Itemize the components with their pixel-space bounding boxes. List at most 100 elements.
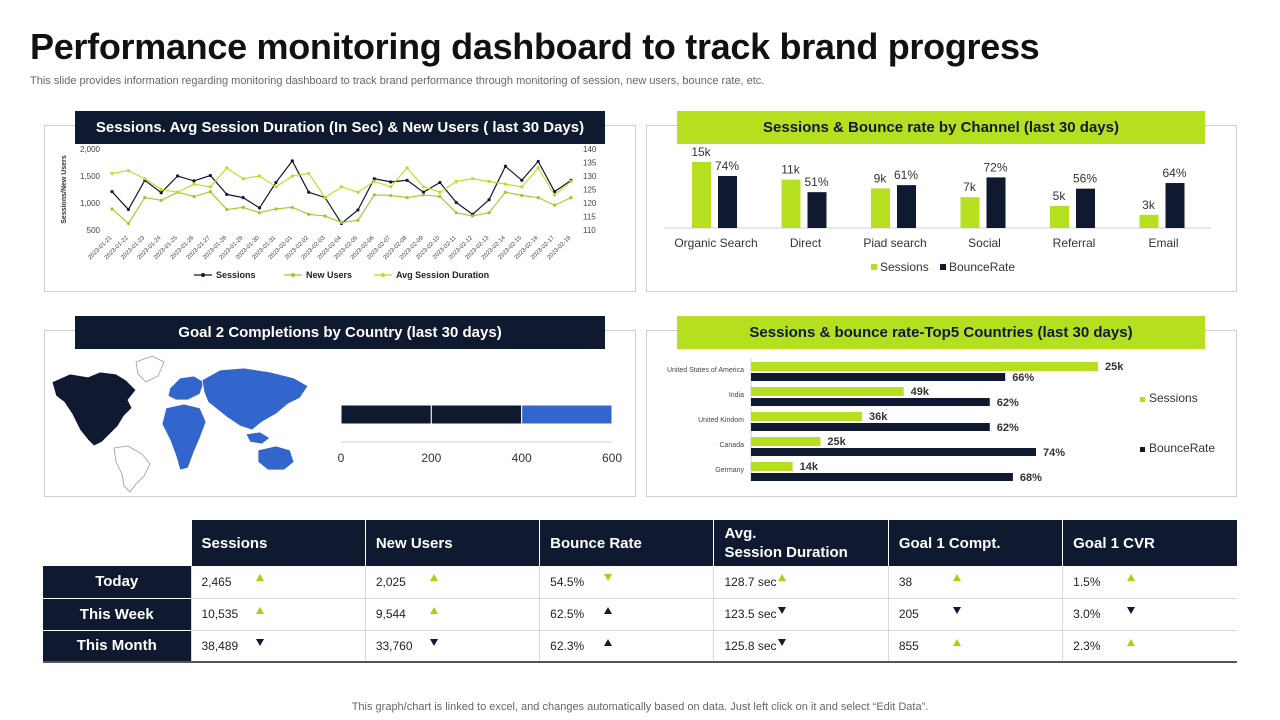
kpi-row: This Week 10,535 9,544 62.5% 123.5 sec 205 3.0… — [43, 598, 1237, 631]
data-point — [339, 220, 344, 225]
kpi-corner-cell — [43, 520, 191, 566]
y2-tick-label: 130 — [583, 172, 597, 181]
south-america-shape — [113, 445, 151, 493]
legend-marker — [291, 273, 295, 277]
data-point — [536, 159, 540, 164]
data-point — [356, 208, 360, 212]
data-point — [323, 214, 327, 218]
x-tick-label: 400 — [512, 451, 532, 465]
data-point — [274, 180, 278, 185]
data-point — [241, 205, 245, 209]
kpi-row: Today 2,465 2,025 54.5% 128.7 sec 38 1.5% — [43, 566, 1237, 599]
data-label: 25k — [1105, 361, 1124, 373]
data-point — [274, 185, 278, 189]
data-point — [553, 190, 557, 194]
data-point — [553, 193, 557, 197]
data-point — [192, 194, 196, 199]
data-point — [520, 193, 524, 198]
top5-header: Sessions & bounce rate-Top5 Countries (l… — [677, 316, 1205, 349]
data-point — [208, 173, 212, 178]
goal-bar-segment — [521, 404, 613, 425]
data-label: 7k — [963, 180, 977, 194]
data-label: 74% — [1043, 447, 1065, 459]
data-point — [175, 190, 180, 194]
x-tick-label: 0 — [338, 451, 345, 465]
data-point — [372, 177, 376, 181]
category-label: India — [729, 392, 744, 399]
trend-up-icon — [255, 574, 264, 581]
data-label: 3k — [1142, 198, 1156, 212]
bar-bouncerate — [807, 192, 827, 228]
data-point — [143, 196, 147, 200]
bar-bouncerate — [751, 373, 1006, 381]
y2-tick-label: 115 — [583, 213, 596, 222]
trend-down-icon — [778, 606, 787, 614]
kpi-cell: 62.3% — [539, 630, 714, 663]
data-point — [389, 193, 393, 198]
kpi-value: 123.5 sec — [724, 607, 777, 621]
data-point — [471, 177, 475, 181]
data-point — [536, 196, 540, 200]
kpi-cell: 205 — [887, 598, 1063, 631]
data-point — [192, 182, 196, 186]
trend-up-icon — [778, 574, 787, 581]
bar-sessions — [751, 387, 904, 396]
data-label: 68% — [1020, 472, 1042, 484]
trend-down-icon — [1127, 606, 1136, 614]
bar-sessions — [871, 188, 890, 228]
goal-completion-bar[interactable]: 0 200 400 600 — [320, 395, 630, 475]
bar-bouncerate — [718, 176, 737, 228]
x-tick-label: 200 — [421, 451, 441, 465]
data-point — [471, 214, 475, 218]
goal-bar-segment — [430, 404, 523, 425]
data-point — [389, 180, 393, 184]
legend-label: Sessions — [880, 260, 929, 274]
legend-marker — [1140, 397, 1145, 402]
legend-label: Sessions — [1149, 391, 1198, 405]
kpi-cell: 3.0% — [1062, 598, 1237, 631]
africa-shape — [161, 403, 207, 471]
data-label: 14k — [800, 461, 819, 473]
data-point — [175, 174, 180, 178]
trend-up-icon — [604, 606, 613, 614]
kpi-value: 3.0% — [1073, 607, 1101, 621]
category-label: Direct — [790, 236, 822, 250]
data-point — [307, 190, 311, 194]
bar-bouncerate — [751, 448, 1036, 456]
channel-bar-chart[interactable]: 15k 74% Organic Search 11k 51% Direct 9k 61% Pia… — [646, 140, 1237, 290]
data-point — [454, 211, 458, 215]
asia-shape — [201, 367, 309, 431]
data-point — [126, 207, 130, 212]
category-label: Social — [968, 236, 1001, 250]
kpi-value: 1.5% — [1073, 574, 1101, 589]
kpi-cell: 855 — [887, 630, 1063, 663]
kpi-value: 2,025 — [375, 574, 406, 589]
data-point — [520, 185, 524, 189]
data-point — [290, 205, 294, 209]
kpi-cell: 10,535 — [190, 598, 366, 631]
trend-down-icon — [778, 638, 787, 646]
kpi-header-row: Sessions New Users Bounce Rate Avg. Sess… — [43, 520, 1237, 566]
data-label: 36k — [869, 411, 888, 423]
data-point — [290, 159, 294, 163]
data-point — [110, 207, 114, 211]
legend-marker — [381, 273, 385, 277]
kpi-col-header: Goal 1 Compt. — [887, 520, 1063, 566]
data-label: 61% — [894, 168, 918, 182]
data-point — [110, 171, 114, 175]
x-tick-label: 600 — [602, 451, 622, 465]
sessions-trend-chart[interactable]: Sessions/New Users 2,000 1,500 1,000 500 140 1… — [44, 140, 636, 290]
data-label: 72% — [983, 160, 1007, 174]
data-label: 56% — [1073, 172, 1097, 186]
top5-bar-chart[interactable]: United States of America 25k 66% India 49k 62… — [646, 350, 1237, 495]
kpi-value: 125.8 sec — [724, 638, 777, 653]
kpi-value: 9,544 — [375, 607, 406, 621]
data-label: 11k — [781, 163, 800, 177]
trend-up-icon — [1127, 638, 1136, 646]
bar-sessions — [781, 179, 801, 228]
category-label: Referral — [1053, 236, 1096, 250]
north-america-shape — [51, 371, 137, 447]
sessions-trend-panel — [44, 125, 636, 292]
bar-bouncerate — [751, 398, 990, 406]
data-point — [487, 211, 491, 215]
